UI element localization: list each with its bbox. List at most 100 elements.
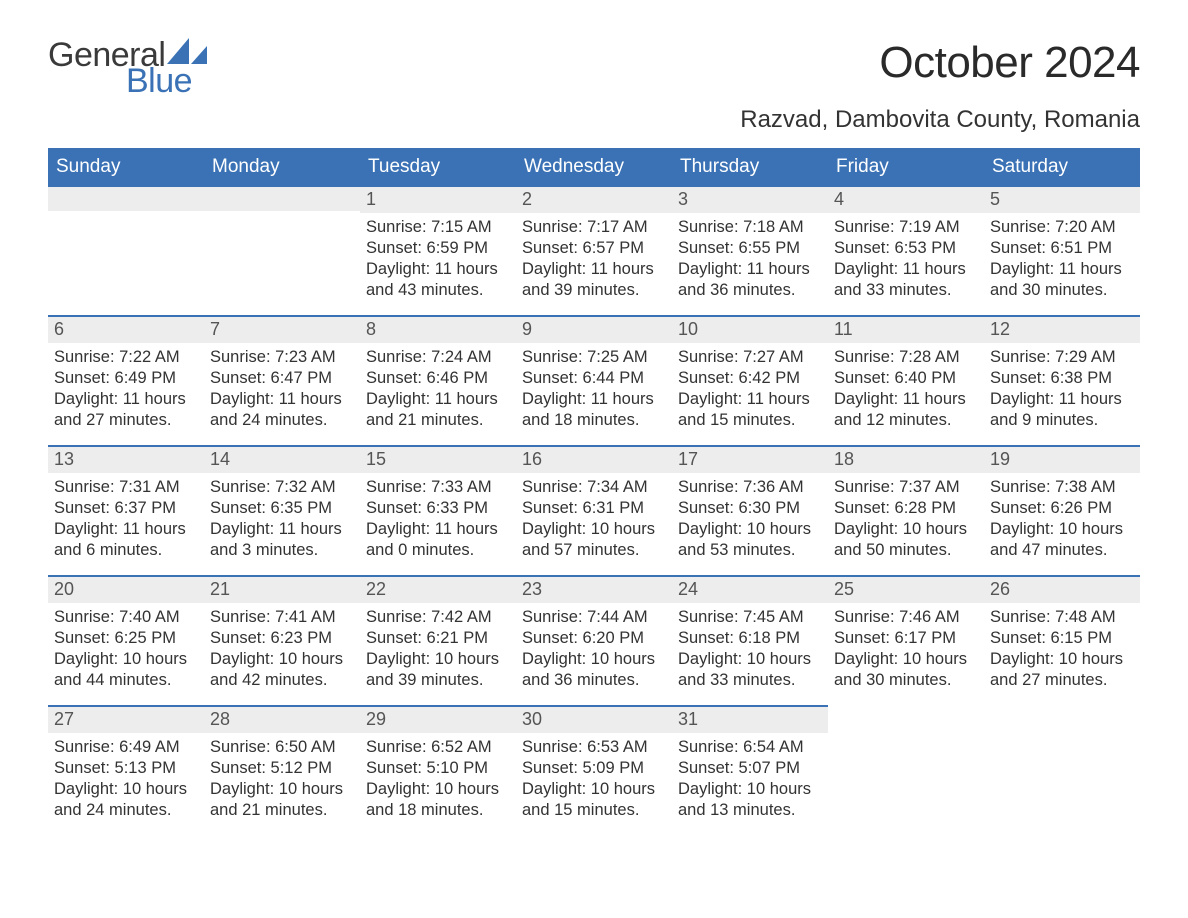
calendar-day-cell: 7Sunrise: 7:23 AMSunset: 6:47 PMDaylight… bbox=[204, 315, 360, 445]
day-dl1: Daylight: 10 hours bbox=[522, 649, 666, 670]
day-details: Sunrise: 7:15 AMSunset: 6:59 PMDaylight:… bbox=[360, 213, 516, 307]
day-sunrise: Sunrise: 7:15 AM bbox=[366, 217, 510, 238]
day-number: 3 bbox=[672, 185, 828, 213]
calendar-day-cell: 20Sunrise: 7:40 AMSunset: 6:25 PMDayligh… bbox=[48, 575, 204, 705]
day-dl2: and 24 minutes. bbox=[210, 410, 354, 431]
day-number: 22 bbox=[360, 575, 516, 603]
day-number: 31 bbox=[672, 705, 828, 733]
calendar-week-row: 1Sunrise: 7:15 AMSunset: 6:59 PMDaylight… bbox=[48, 185, 1140, 315]
day-number: 18 bbox=[828, 445, 984, 473]
calendar-day-cell: 27Sunrise: 6:49 AMSunset: 5:13 PMDayligh… bbox=[48, 705, 204, 835]
day-dl1: Daylight: 10 hours bbox=[834, 519, 978, 540]
day-sunrise: Sunrise: 7:38 AM bbox=[990, 477, 1134, 498]
day-dl2: and 33 minutes. bbox=[678, 670, 822, 691]
calendar-day-cell: 9Sunrise: 7:25 AMSunset: 6:44 PMDaylight… bbox=[516, 315, 672, 445]
day-sunrise: Sunrise: 7:41 AM bbox=[210, 607, 354, 628]
day-details: Sunrise: 7:36 AMSunset: 6:30 PMDaylight:… bbox=[672, 473, 828, 567]
day-sunset: Sunset: 6:20 PM bbox=[522, 628, 666, 649]
day-dl2: and 43 minutes. bbox=[366, 280, 510, 301]
day-sunrise: Sunrise: 7:17 AM bbox=[522, 217, 666, 238]
day-details: Sunrise: 7:44 AMSunset: 6:20 PMDaylight:… bbox=[516, 603, 672, 697]
day-sunset: Sunset: 6:25 PM bbox=[54, 628, 198, 649]
day-sunset: Sunset: 6:15 PM bbox=[990, 628, 1134, 649]
day-dl2: and 27 minutes. bbox=[990, 670, 1134, 691]
day-sunrise: Sunrise: 7:25 AM bbox=[522, 347, 666, 368]
day-sunset: Sunset: 5:13 PM bbox=[54, 758, 198, 779]
day-dl1: Daylight: 11 hours bbox=[54, 519, 198, 540]
day-number: 12 bbox=[984, 315, 1140, 343]
day-dl2: and 30 minutes. bbox=[990, 280, 1134, 301]
day-sunset: Sunset: 6:47 PM bbox=[210, 368, 354, 389]
day-sunset: Sunset: 5:09 PM bbox=[522, 758, 666, 779]
day-number: 28 bbox=[204, 705, 360, 733]
day-sunrise: Sunrise: 7:42 AM bbox=[366, 607, 510, 628]
calendar-day-cell: 2Sunrise: 7:17 AMSunset: 6:57 PMDaylight… bbox=[516, 185, 672, 315]
day-dl1: Daylight: 10 hours bbox=[366, 649, 510, 670]
day-details: Sunrise: 7:40 AMSunset: 6:25 PMDaylight:… bbox=[48, 603, 204, 697]
day-dl1: Daylight: 10 hours bbox=[54, 649, 198, 670]
calendar-day-cell: 22Sunrise: 7:42 AMSunset: 6:21 PMDayligh… bbox=[360, 575, 516, 705]
calendar-day-cell: 4Sunrise: 7:19 AMSunset: 6:53 PMDaylight… bbox=[828, 185, 984, 315]
calendar-day-cell: 16Sunrise: 7:34 AMSunset: 6:31 PMDayligh… bbox=[516, 445, 672, 575]
day-sunrise: Sunrise: 7:23 AM bbox=[210, 347, 354, 368]
day-number: 5 bbox=[984, 185, 1140, 213]
calendar-week-row: 20Sunrise: 7:40 AMSunset: 6:25 PMDayligh… bbox=[48, 575, 1140, 705]
day-number: 13 bbox=[48, 445, 204, 473]
day-dl2: and 15 minutes. bbox=[678, 410, 822, 431]
day-number: 2 bbox=[516, 185, 672, 213]
day-details: Sunrise: 7:20 AMSunset: 6:51 PMDaylight:… bbox=[984, 213, 1140, 307]
day-sunset: Sunset: 6:18 PM bbox=[678, 628, 822, 649]
weekday-header: Sunday bbox=[48, 149, 204, 185]
calendar-week-row: 27Sunrise: 6:49 AMSunset: 5:13 PMDayligh… bbox=[48, 705, 1140, 835]
day-sunset: Sunset: 6:28 PM bbox=[834, 498, 978, 519]
day-details: Sunrise: 7:38 AMSunset: 6:26 PMDaylight:… bbox=[984, 473, 1140, 567]
location-subtitle: Razvad, Dambovita County, Romania bbox=[740, 106, 1140, 134]
day-dl2: and 27 minutes. bbox=[54, 410, 198, 431]
calendar-day-cell: 23Sunrise: 7:44 AMSunset: 6:20 PMDayligh… bbox=[516, 575, 672, 705]
day-number: 21 bbox=[204, 575, 360, 603]
day-sunrise: Sunrise: 7:34 AM bbox=[522, 477, 666, 498]
day-details: Sunrise: 7:46 AMSunset: 6:17 PMDaylight:… bbox=[828, 603, 984, 697]
calendar-day-cell: 1Sunrise: 7:15 AMSunset: 6:59 PMDaylight… bbox=[360, 185, 516, 315]
day-dl2: and 18 minutes. bbox=[366, 800, 510, 821]
day-dl1: Daylight: 10 hours bbox=[990, 649, 1134, 670]
day-details: Sunrise: 6:49 AMSunset: 5:13 PMDaylight:… bbox=[48, 733, 204, 827]
calendar-day-cell: 8Sunrise: 7:24 AMSunset: 6:46 PMDaylight… bbox=[360, 315, 516, 445]
day-details: Sunrise: 7:24 AMSunset: 6:46 PMDaylight:… bbox=[360, 343, 516, 437]
day-dl1: Daylight: 10 hours bbox=[54, 779, 198, 800]
calendar-day-cell bbox=[204, 185, 360, 315]
day-dl2: and 39 minutes. bbox=[522, 280, 666, 301]
calendar-day-cell: 31Sunrise: 6:54 AMSunset: 5:07 PMDayligh… bbox=[672, 705, 828, 835]
calendar-day-cell: 21Sunrise: 7:41 AMSunset: 6:23 PMDayligh… bbox=[204, 575, 360, 705]
day-number: 16 bbox=[516, 445, 672, 473]
day-dl1: Daylight: 10 hours bbox=[210, 649, 354, 670]
day-dl1: Daylight: 11 hours bbox=[366, 519, 510, 540]
day-sunrise: Sunrise: 6:53 AM bbox=[522, 737, 666, 758]
day-sunrise: Sunrise: 7:37 AM bbox=[834, 477, 978, 498]
day-number: 17 bbox=[672, 445, 828, 473]
day-number: 15 bbox=[360, 445, 516, 473]
day-details: Sunrise: 7:18 AMSunset: 6:55 PMDaylight:… bbox=[672, 213, 828, 307]
calendar-day-cell: 28Sunrise: 6:50 AMSunset: 5:12 PMDayligh… bbox=[204, 705, 360, 835]
day-dl2: and 21 minutes. bbox=[210, 800, 354, 821]
calendar-day-cell: 14Sunrise: 7:32 AMSunset: 6:35 PMDayligh… bbox=[204, 445, 360, 575]
weekday-header: Monday bbox=[204, 149, 360, 185]
day-details: Sunrise: 7:25 AMSunset: 6:44 PMDaylight:… bbox=[516, 343, 672, 437]
day-sunset: Sunset: 6:42 PM bbox=[678, 368, 822, 389]
day-dl2: and 39 minutes. bbox=[366, 670, 510, 691]
calendar-week-row: 13Sunrise: 7:31 AMSunset: 6:37 PMDayligh… bbox=[48, 445, 1140, 575]
day-details: Sunrise: 7:22 AMSunset: 6:49 PMDaylight:… bbox=[48, 343, 204, 437]
calendar-table: Sunday Monday Tuesday Wednesday Thursday… bbox=[48, 148, 1140, 835]
day-dl2: and 53 minutes. bbox=[678, 540, 822, 561]
day-sunset: Sunset: 6:51 PM bbox=[990, 238, 1134, 259]
day-sunset: Sunset: 6:35 PM bbox=[210, 498, 354, 519]
day-sunrise: Sunrise: 7:19 AM bbox=[834, 217, 978, 238]
day-sunrise: Sunrise: 7:28 AM bbox=[834, 347, 978, 368]
day-dl2: and 6 minutes. bbox=[54, 540, 198, 561]
day-sunset: Sunset: 6:30 PM bbox=[678, 498, 822, 519]
day-dl2: and 36 minutes. bbox=[522, 670, 666, 691]
day-dl2: and 24 minutes. bbox=[54, 800, 198, 821]
weekday-header: Thursday bbox=[672, 149, 828, 185]
day-dl2: and 42 minutes. bbox=[210, 670, 354, 691]
day-details: Sunrise: 7:33 AMSunset: 6:33 PMDaylight:… bbox=[360, 473, 516, 567]
